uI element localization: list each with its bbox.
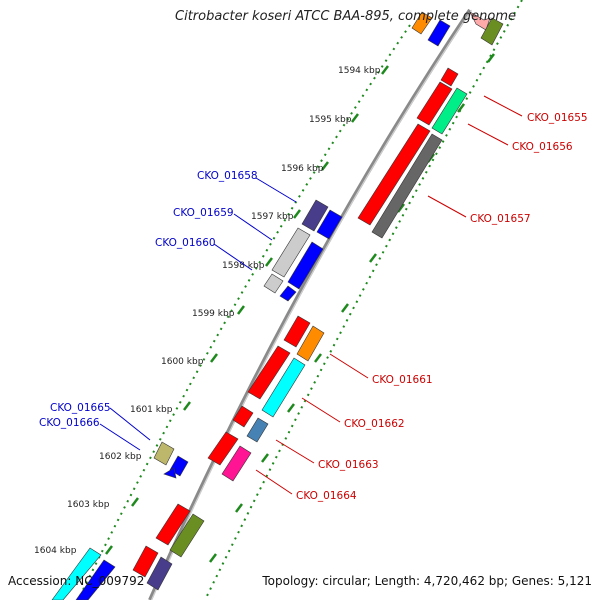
gene-block <box>232 405 254 428</box>
scale-label: 1599 kbp <box>192 309 235 319</box>
forward-genes <box>132 11 504 591</box>
gene-block <box>261 357 306 418</box>
gene-block <box>283 315 311 348</box>
gene-block <box>480 17 504 46</box>
gene-block <box>316 209 343 240</box>
scale-labels: 1594 kbp 1595 kbp 1596 kbp 1597 kbp 1598… <box>34 66 381 556</box>
gene-block <box>221 445 252 482</box>
gene-block <box>263 273 284 294</box>
gene-block <box>296 325 325 362</box>
gene-label: CKO_01664 <box>296 490 357 502</box>
gene-block <box>440 67 459 87</box>
gene-label: CKO_01657 <box>470 213 531 225</box>
gene-block <box>163 467 177 479</box>
gene-label: CKO_01658 <box>197 170 258 182</box>
scale-label: 1595 kbp <box>309 115 352 125</box>
scale-label: 1603 kbp <box>67 500 110 510</box>
scale-label: 1600 kbp <box>161 357 204 367</box>
gene-block <box>431 87 468 135</box>
gene-block <box>153 441 175 466</box>
gene-label: CKO_01660 <box>155 237 216 249</box>
accession-text: Accession: NC_009792 <box>8 574 145 588</box>
gene-block <box>132 545 159 578</box>
gene-block <box>287 241 324 290</box>
scale-label: 1601 kbp <box>130 405 173 415</box>
label-connectors-right <box>255 95 523 495</box>
map-title: Citrobacter koseri ATCC BAA-895, complet… <box>175 9 516 24</box>
gene-block <box>155 503 191 546</box>
gene-block <box>51 547 102 600</box>
genome-backbone <box>148 8 472 600</box>
scale-label: 1604 kbp <box>34 546 77 556</box>
gene-block <box>357 123 431 226</box>
gene-block <box>169 513 205 558</box>
gene-block <box>75 559 116 600</box>
genome-backbone-highlight <box>150 9 472 600</box>
gene-label: CKO_01663 <box>318 459 379 471</box>
gene-block <box>411 11 433 35</box>
outer-ticks <box>209 53 495 563</box>
gene-label: CKO_01662 <box>344 418 405 430</box>
inner-tick-lane <box>77 24 411 600</box>
scale-ticks <box>105 65 389 555</box>
gene-block <box>271 227 311 278</box>
reverse-genes <box>51 199 343 600</box>
gene-block <box>146 556 173 591</box>
gene-block <box>247 345 291 400</box>
gene-label: CKO_01655 <box>527 112 588 124</box>
gene-label: CKO_01659 <box>173 207 234 219</box>
genome-summary-text: Topology: circular; Length: 4,720,462 bp… <box>262 574 592 588</box>
gene-labels-right: CKO_01655 CKO_01656 CKO_01657 CKO_01661 … <box>296 112 588 502</box>
label-connectors-left <box>99 177 297 451</box>
gene-block <box>207 431 239 466</box>
gene-block <box>416 81 453 126</box>
gene-label: CKO_01661 <box>372 374 433 386</box>
scale-label: 1602 kbp <box>99 452 142 462</box>
outer-tick-lane <box>204 0 523 600</box>
scale-label: 1594 kbp <box>338 66 381 76</box>
gene-block <box>279 285 297 302</box>
gene-label: CKO_01666 <box>39 417 100 429</box>
scale-label: 1598 kbp <box>222 261 265 271</box>
gene-block <box>246 417 269 443</box>
gene-block <box>301 199 329 232</box>
gene-label: CKO_01656 <box>512 141 573 153</box>
scale-label: 1597 kbp <box>251 212 294 222</box>
gene-labels-left: CKO_01658 CKO_01659 CKO_01660 CKO_01665 … <box>39 170 258 429</box>
gene-block <box>371 133 443 239</box>
gene-block <box>427 19 451 47</box>
scale-label: 1596 kbp <box>281 164 324 174</box>
gene-block <box>469 11 491 31</box>
gene-label: CKO_01665 <box>50 402 111 414</box>
